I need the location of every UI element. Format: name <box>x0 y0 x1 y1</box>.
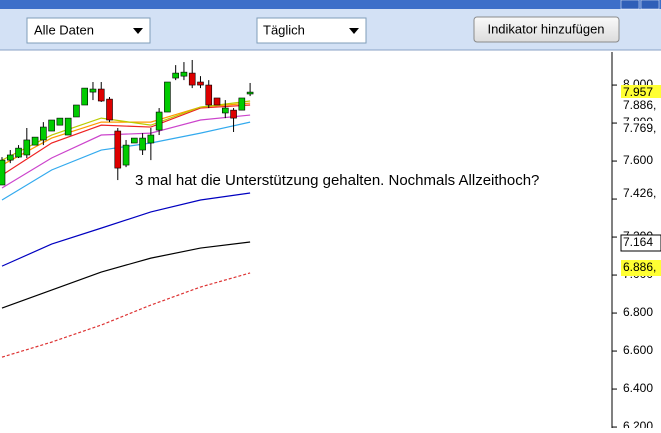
price-label-box <box>621 98 661 114</box>
moving-average-line <box>1 241 251 309</box>
price-label: 7.957 <box>623 85 653 99</box>
moving-average-line <box>1 114 251 189</box>
candle-body <box>221 107 229 114</box>
candle-body <box>246 91 254 95</box>
candle-body <box>122 144 130 166</box>
price-label: 7.426, <box>623 186 656 200</box>
candle-body <box>197 81 204 86</box>
chart-area <box>0 52 661 428</box>
y-tick-label: 6.200 <box>623 419 653 428</box>
candle-body <box>48 119 55 132</box>
candle-body <box>205 84 213 106</box>
window-button[interactable] <box>640 0 660 10</box>
candle-body <box>180 71 188 77</box>
candle-body <box>73 104 80 118</box>
candle-body <box>40 126 47 141</box>
candle-body <box>23 139 31 156</box>
add-indicator-button[interactable]: Indikator hinzufügen <box>473 16 620 43</box>
moving-average-line <box>1 192 251 267</box>
candle-body <box>89 88 97 93</box>
price-axis: 8.0007.8007.6007.4007.2007.0006.8006.600… <box>612 77 661 433</box>
candle-body <box>106 98 113 121</box>
plot <box>0 59 254 358</box>
candle-body <box>131 137 138 144</box>
price-label: 7.164 <box>623 235 653 249</box>
y-tick-label: 6.400 <box>623 381 653 395</box>
price-label-box <box>621 260 661 276</box>
candle-body <box>230 109 237 119</box>
candle-body <box>114 130 122 169</box>
candle-body <box>155 111 163 131</box>
candle-body <box>139 137 146 151</box>
candle-body <box>0 159 6 186</box>
price-label: 6.886, <box>623 260 656 274</box>
candle-body <box>15 147 22 158</box>
candle-body <box>64 117 72 136</box>
price-label-box <box>621 121 661 137</box>
candle-body <box>164 81 171 113</box>
interval-dropdown[interactable]: Täglich <box>256 17 367 44</box>
y-tick-label: 6.800 <box>623 305 653 319</box>
y-tick-label: 7.600 <box>623 153 653 167</box>
candle-body <box>31 136 39 146</box>
candle-body <box>213 97 221 106</box>
candle-body <box>188 72 196 86</box>
window-button[interactable] <box>620 0 640 10</box>
candle-body <box>238 97 246 111</box>
button-text: Indikator hinzufügen <box>487 21 604 36</box>
range-dropdown[interactable]: Alle Daten <box>26 17 151 44</box>
candle-body <box>172 72 179 79</box>
price-label-box <box>621 186 661 202</box>
candle-body <box>97 88 105 102</box>
price-label-box <box>620 234 661 252</box>
y-tick-label: 6.600 <box>623 343 653 357</box>
moving-average-line <box>1 272 251 358</box>
dropdown-text: Täglich <box>263 22 305 37</box>
price-label: 7.769, <box>623 121 656 135</box>
candle-body <box>147 134 155 144</box>
candle-body <box>6 154 14 161</box>
price-label-box <box>621 85 661 101</box>
candle-body <box>81 87 88 106</box>
annotation: 3 mal hat die Unterstützung gehalten. No… <box>135 172 539 189</box>
price-label: 7.886, <box>623 98 656 112</box>
dropdown-text: Alle Daten <box>34 22 94 37</box>
title-strip <box>0 0 661 9</box>
candle-body <box>56 117 64 126</box>
